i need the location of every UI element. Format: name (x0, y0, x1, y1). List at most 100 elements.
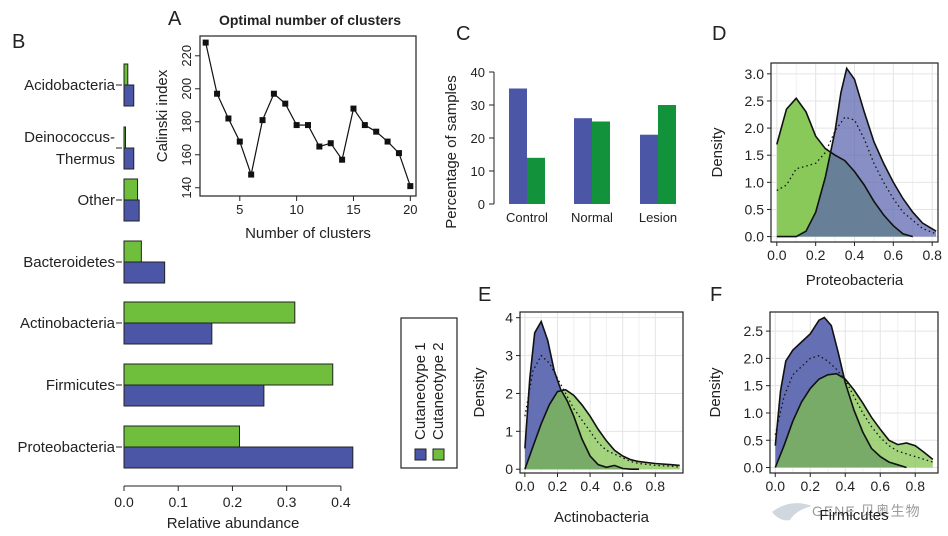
y-tick-label: 2.0 (745, 120, 765, 136)
density-outline-cutaneotype-1 (524, 319, 639, 470)
legend-swatch-cutaneotype-1 (414, 448, 427, 461)
chart-d-proteobacteria: 0.0 0.2 0.4 0.6 0.8 0.0 0.5 1.0 1.5 2.0 2.5 3.0 Prot… (709, 62, 942, 289)
series-segment (216, 93, 229, 119)
data-point (339, 156, 346, 163)
category-label: Firmicutes (46, 377, 115, 394)
legend: Cutaneotype 1 Cutaneotype 2 (400, 317, 458, 469)
bar-cutaneotype-2 (123, 425, 240, 448)
x-tick-label: 0.0 (767, 247, 787, 263)
y-tick-label: 3.0 (745, 66, 765, 82)
bar-cutaneotype-2 (123, 126, 126, 149)
category-label: Normal (571, 210, 613, 225)
x-tick-label: 5 (236, 202, 243, 217)
bar-cutaneotype-2 (123, 63, 129, 86)
legend-label-cutaneotype-2: Cutaneotype 2 (430, 342, 447, 440)
density-area-cutaneotype-2 (524, 389, 680, 470)
plot-frame (519, 311, 684, 474)
x-tick-label: 10 (289, 202, 303, 217)
density-area-cutaneotype-2 (775, 373, 933, 468)
data-point (350, 105, 357, 112)
x-tick-label: 0.0 (515, 478, 535, 494)
x-tick-label: 0.4 (580, 478, 600, 494)
bar-cutaneotype-1 (123, 322, 213, 345)
panel-label-a: A (168, 8, 182, 30)
y-tick-label: 0.5 (744, 432, 764, 448)
y-tick-label: 1.0 (745, 174, 765, 190)
density-areas (774, 316, 934, 469)
category-label: Proteobacteria (17, 439, 115, 456)
data-point (407, 183, 414, 190)
bar-cutaneotype-2 (123, 178, 139, 201)
data-point (214, 90, 221, 97)
category-label: Bacteroidetes (23, 254, 115, 271)
category-label: Other (77, 192, 115, 209)
chart-a-calinski: Optimal number of clusters 5 10 15 20 140 160 1… (154, 12, 418, 242)
category-label: Thermus (56, 151, 115, 168)
panel-label-f: F (710, 284, 722, 306)
data-point (225, 115, 232, 122)
data-point (282, 100, 289, 107)
bar-series-1 (509, 88, 527, 204)
y-tick-label: 0.5 (745, 201, 765, 217)
data-point (395, 150, 402, 157)
x-tick-label: 0.3 (277, 494, 297, 510)
category-label: Acidobacteria (24, 77, 116, 94)
x-tick-label: 0.8 (906, 478, 926, 494)
y-axis-label: Density (471, 367, 488, 418)
density-overall-dotted (524, 354, 680, 468)
bar-series-2 (592, 121, 610, 204)
x-tick-label: 0.2 (801, 478, 821, 494)
data-point (270, 90, 277, 97)
data-point (259, 117, 266, 124)
density-outline-cutaneotype-1 (774, 316, 907, 469)
bar-cutaneotype-1 (123, 147, 135, 170)
density-overall-dotted (776, 116, 937, 235)
y-axis-label: Calinski index (154, 69, 171, 162)
y-tick-label: 0 (505, 461, 513, 477)
panel-label-c: C (456, 23, 470, 45)
series-segment (227, 118, 241, 142)
y-tick-label: 180 (179, 111, 194, 133)
chart-f-firmicutes: 0.0 0.2 0.4 0.6 0.8 0.0 0.5 1.0 1.5 2.0 2.5 Firmicu… (707, 311, 939, 524)
y-tick-label: 0.0 (744, 460, 764, 476)
x-axis-label: Firmicutes (819, 507, 888, 524)
legend-swatch-cutaneotype-2 (432, 448, 445, 461)
x-tick-label: 0.2 (806, 247, 826, 263)
y-tick-label: 2 (505, 385, 513, 401)
x-tick-label: 0.2 (548, 478, 568, 494)
series-segment (307, 124, 320, 147)
chart-title: Optimal number of clusters (219, 12, 401, 28)
y-tick-label: 10 (471, 164, 485, 179)
y-tick-label: 0 (478, 197, 485, 212)
x-axis-label: Proteobacteria (806, 272, 904, 289)
series-segment (205, 42, 218, 94)
bar-series-1 (640, 134, 658, 204)
y-axis-label: Density (709, 127, 726, 178)
watermark-logo-icon (772, 503, 812, 521)
legend-box (400, 317, 458, 469)
plot-frame (769, 311, 939, 474)
x-tick-label: 0.8 (922, 247, 942, 263)
chart-c-percentage: 0 10 20 30 40 Percentage of samples Control Nor… (443, 65, 677, 229)
x-tick-label: 0.6 (884, 247, 904, 263)
panel-label-d: D (712, 23, 726, 45)
y-tick-label: 220 (179, 45, 194, 67)
y-tick-label: 2.5 (745, 93, 765, 109)
y-tick-label: 20 (471, 131, 485, 146)
panel-label-b: B (12, 31, 25, 53)
bar-series-2 (658, 105, 676, 204)
data-point (248, 171, 255, 178)
bar-cutaneotype-1 (123, 446, 354, 469)
bar-cutaneotype-2 (123, 240, 142, 263)
panel-label-e: E (478, 284, 491, 306)
y-tick-label: 30 (471, 98, 485, 113)
series-segment (239, 141, 252, 175)
legend-label-cutaneotype-1: Cutaneotype 1 (412, 342, 429, 440)
y-tick-label: 0.0 (745, 229, 765, 245)
y-axis-label: Density (707, 367, 724, 418)
series-segment (398, 152, 411, 187)
bar-cutaneotype-2 (123, 301, 296, 324)
y-tick-label: 1 (505, 423, 513, 439)
density-outline-cutaneotype-1 (776, 66, 937, 238)
